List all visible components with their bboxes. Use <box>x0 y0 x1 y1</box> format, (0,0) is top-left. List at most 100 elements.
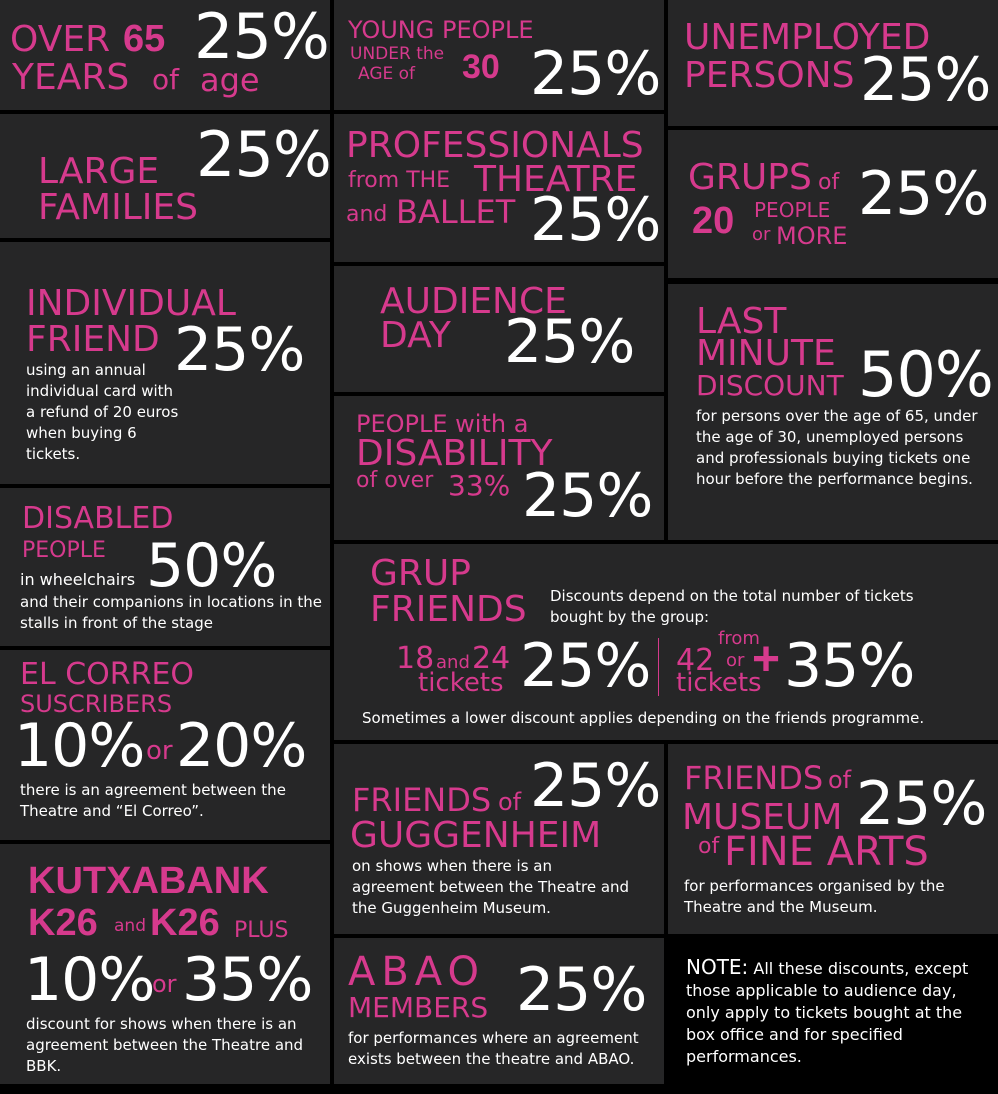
disabled-percent: 50% <box>146 531 277 601</box>
grup-friends-divider <box>658 638 659 696</box>
tile-individual-friend: INDIVIDUAL FRIEND 25% using an annual in… <box>0 242 330 484</box>
tile-groups-20: GRUPS of 20 PEOPLE or MORE 25% <box>668 130 998 278</box>
young-label: YOUNG PEOPLE <box>348 16 534 44</box>
families-label: FAMILIES <box>38 187 198 228</box>
from-label: from <box>718 628 760 649</box>
wheelchairs-label: in wheelchairs <box>20 570 136 589</box>
large-families-percent: 25% <box>196 118 330 191</box>
or-label: or <box>726 650 745 671</box>
and-label: and <box>346 202 388 227</box>
k26-plus-label: K26 <box>150 902 220 944</box>
friend-label: FRIEND <box>26 319 160 360</box>
of-over-label: of over <box>356 468 434 493</box>
unemployed-label: UNEMPLOYED <box>684 17 931 58</box>
tile-audience-day: AUDIENCE DAY 25% <box>334 266 664 392</box>
note-text-block: NOTE: All these discounts, except those … <box>686 956 986 1068</box>
friends-guggenheim-label: FRIENDS <box>352 781 492 819</box>
persons-label: PERSONS <box>684 55 855 96</box>
disabled-label: DISABLED <box>22 501 174 536</box>
over-label: OVER <box>10 19 111 60</box>
tile-unemployed: UNEMPLOYED PERSONS 25% <box>668 0 998 126</box>
tile-large-families: LARGE FAMILIES 25% <box>0 114 330 238</box>
audience-percent: 25% <box>504 307 635 377</box>
grup-friends-note: Sometimes a lower discount applies depen… <box>362 709 925 727</box>
tile-grup-friends: GRUP FRIENDS Discounts depend on the tot… <box>334 544 998 740</box>
fine-arts-label: FINE ARTS <box>724 829 929 875</box>
kutxa-description: discount for shows when there is an agre… <box>26 1015 304 1075</box>
of-label: of <box>152 63 179 96</box>
correo-description: there is an agreement between the Theatr… <box>20 781 286 820</box>
grups-label: GRUPS <box>688 157 812 198</box>
kutxabank-label: KUTXABANK <box>28 860 269 902</box>
tile-el-correo: EL CORREO SUSCRIBERS 10% or 20% there is… <box>0 650 330 840</box>
guggenheim-of-label: of <box>498 788 522 816</box>
tickets-label-1: tickets <box>418 668 504 698</box>
minute-label: MINUTE <box>696 333 836 374</box>
correo-percent-1: 10% <box>14 711 145 781</box>
fine-arts-percent: 25% <box>856 769 987 839</box>
grup-friends-label: FRIENDS <box>370 589 527 630</box>
groups-20-number: 20 <box>692 200 735 242</box>
tile-disabled-people: DISABLED PEOPLE in wheelchairs 50% and t… <box>0 488 330 646</box>
museum-of2-label: of <box>698 834 720 859</box>
large-label: LARGE <box>38 151 160 192</box>
last-minute-description: for persons over the age of 65, under th… <box>696 407 978 488</box>
correo-percent-2: 20% <box>176 711 307 781</box>
tickets-42-number: 42 <box>676 643 715 678</box>
unemployed-percent: 25% <box>860 45 991 115</box>
guggenheim-description: on shows when there is an agreement betw… <box>352 857 630 917</box>
discount-label: DISCOUNT <box>696 369 844 402</box>
grup-label: GRUP <box>370 553 471 594</box>
correo-or-label: or <box>146 736 173 766</box>
under-label: UNDER the <box>350 44 445 64</box>
tickets-18-number: 18 <box>396 641 435 676</box>
or-label: or <box>752 224 771 245</box>
age-label: age <box>200 61 260 99</box>
individual-label: INDIVIDUAL <box>26 283 236 324</box>
more-label: MORE <box>776 222 848 250</box>
el-correo-label: EL CORREO <box>20 657 195 692</box>
kutxa-or-label: or <box>152 970 177 998</box>
from-the-label: from THE <box>348 168 451 193</box>
tile-disability: PEOPLE with a DISABILITY of over 33% 25% <box>334 396 664 540</box>
tile-abao: ABAO MEMBERS 25% for performances where … <box>334 938 664 1084</box>
over-65-number: 65 <box>123 18 166 60</box>
tile-kutxabank: KUTXABANK K26 and K26 PLUS 10% or 35% di… <box>0 844 330 1084</box>
age-of-label: AGE of <box>358 64 416 84</box>
note-text: All these discounts, except those applic… <box>686 959 969 1066</box>
tickets-24-number: 24 <box>472 641 511 676</box>
suscribers-label: SUSCRIBERS <box>20 690 173 718</box>
people-label: PEOPLE <box>754 198 831 222</box>
tile-last-minute: LAST MINUTE DISCOUNT 50% for persons ove… <box>668 284 998 540</box>
disabled-people-label: PEOPLE <box>22 538 106 563</box>
fine-arts-description: for performances organised by the Theatr… <box>684 877 945 916</box>
people-with-label: PEOPLE with a <box>356 410 529 438</box>
last-label: LAST <box>696 301 787 342</box>
abao-label: ABAO <box>348 949 485 995</box>
plus-label: PLUS <box>234 918 289 943</box>
theatre-label: THEATRE <box>474 159 638 200</box>
disabled-description: and their companions in locations in the… <box>20 593 322 632</box>
grup-friends-percent-1: 25% <box>520 631 651 701</box>
disability-33-number: 33% <box>448 469 511 502</box>
guggenheim-percent: 25% <box>530 751 661 821</box>
grups-of-label: of <box>818 170 840 195</box>
friends-museum-label: FRIENDS <box>684 759 824 797</box>
museum-of-label: of <box>828 766 852 794</box>
last-minute-percent: 50% <box>858 338 994 411</box>
over-65-percent: 25% <box>194 0 330 73</box>
and-label: and <box>436 652 470 673</box>
groups-percent: 25% <box>858 159 989 229</box>
kutxa-percent-2: 35% <box>182 945 313 1015</box>
tile-note: NOTE: All these discounts, except those … <box>668 938 998 1084</box>
k26-label: K26 <box>28 902 98 944</box>
professionals-label: PROFESSIONALS <box>346 125 644 166</box>
note-label: NOTE: <box>686 955 749 979</box>
grup-friends-description: Discounts depend on the total number of … <box>550 587 914 626</box>
guggenheim-label: GUGGENHEIM <box>350 815 602 856</box>
audience-label: AUDIENCE <box>380 281 567 322</box>
tickets-label-2: tickets <box>676 668 762 698</box>
grup-friends-percent-2: 35% <box>784 631 915 701</box>
abao-description: for performances where an agreement exis… <box>348 1029 639 1068</box>
young-percent: 25% <box>530 39 661 109</box>
